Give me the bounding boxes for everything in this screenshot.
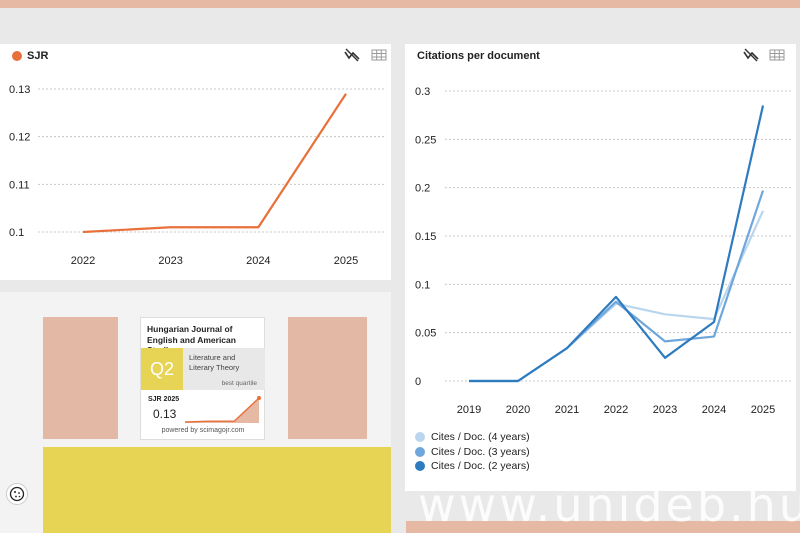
citations-ytick-label: 0.15 (415, 231, 436, 243)
citations-xtick-label: 2019 (457, 404, 481, 416)
sjr-chart-card: SJR 0.1 0.11 0.12 0.13 2022 2023 2024 2025 (0, 44, 391, 280)
top-decor-strip (0, 0, 800, 8)
citations-ytick-label: 0.05 (415, 328, 436, 340)
legend-label-2y: Cites / Doc. (2 years) (431, 460, 530, 473)
table-icon[interactable] (371, 48, 387, 62)
sparkline-area (185, 398, 259, 423)
citations-xtick-label: 2024 (702, 404, 726, 416)
legend-item-3y[interactable]: Cites / Doc. (3 years) (415, 445, 530, 460)
sjr-xtick-label: 2025 (334, 255, 358, 267)
decor-block-left (43, 317, 118, 439)
citations-title-text: Citations per document (417, 50, 540, 62)
sparkline-line (184, 397, 260, 423)
widget-sjr-value: 0.13 (153, 407, 177, 421)
chart-toggle-icon[interactable] (743, 48, 759, 62)
scimago-widget[interactable]: Hungarian Journal of English and America… (140, 317, 265, 440)
citations-xtick-label: 2022 (604, 404, 628, 416)
widget-quartile: Q2 (141, 348, 183, 390)
sjr-ytick-label: 0.13 (9, 84, 30, 96)
decor-block-right (288, 317, 367, 439)
sjr-title-text: SJR (27, 50, 49, 62)
widget-powered-by: powered by scimagojr.com (161, 427, 245, 434)
sjr-xtick-label: 2022 (71, 255, 95, 267)
watermark-text: www.unideb.hu (418, 478, 800, 532)
decor-block-yellow (43, 447, 391, 533)
legend-dot-2y (415, 461, 425, 472)
citations-ytick-label: 0 (415, 376, 421, 388)
citations-xtick-label: 2025 (751, 404, 775, 416)
sjr-ytick-label: 0.1 (9, 227, 24, 239)
legend-item-4y[interactable]: Cites / Doc. (4 years) (415, 430, 530, 445)
chart-toggle-icon[interactable] (344, 48, 360, 62)
citations-xtick-label: 2021 (555, 404, 579, 416)
citations-chart-title: Citations per document (417, 50, 540, 62)
citations-ytick-label: 0.25 (415, 134, 436, 146)
legend-label-3y: Cites / Doc. (3 years) (431, 445, 530, 458)
legend-item-2y[interactable]: Cites / Doc. (2 years) (415, 459, 530, 474)
citations-ytick-label: 0.1 (415, 279, 430, 291)
sjr-legend-dot (12, 51, 22, 61)
widget-category-box: Literature and Literary Theory best quar… (183, 348, 265, 390)
sjr-series-line-0 (82, 93, 347, 234)
sjr-ytick-label: 0.12 (9, 132, 30, 144)
citations-chart-card: Citations per document 0 0.05 0.1 0.15 0.2 0.… (405, 44, 796, 491)
legend-label-4y: Cites / Doc. (4 years) (431, 431, 530, 444)
citations-series-line-2 (469, 105, 765, 383)
sjr-chart-title: SJR (12, 50, 48, 62)
bottom-decor-strip (406, 521, 800, 533)
citations-plot: 0 0.05 0.1 0.15 0.2 0.25 0.3 2019 2020 2021 2022 20… (415, 86, 791, 416)
citations-xtick-label: 2020 (506, 404, 530, 416)
citations-ytick-label: 0.3 (415, 86, 430, 98)
table-icon[interactable] (769, 48, 785, 62)
cookie-settings-button[interactable] (6, 483, 28, 505)
sjr-xtick-label: 2023 (158, 255, 182, 267)
citations-ytick-label: 0.2 (415, 183, 430, 195)
citations-xtick-label: 2023 (653, 404, 677, 416)
widget-sparkline (184, 396, 261, 423)
widget-category: Literature and Literary Theory (189, 353, 240, 372)
cookie-icon (9, 486, 25, 502)
sjr-ytick-label: 0.11 (9, 179, 30, 191)
widget-sjr-label: SJR 2025 (148, 396, 180, 403)
sjr-xtick-label: 2024 (246, 255, 270, 267)
sjr-plot: 0.1 0.11 0.12 0.13 2022 2023 2024 2025 (9, 84, 386, 267)
scimago-widget-area: Hungarian Journal of English and America… (0, 292, 391, 533)
legend-dot-3y (415, 446, 425, 457)
widget-best-quartile: best quartile (221, 380, 257, 387)
citations-legend: Cites / Doc. (4 years) Cites / Doc. (3 y… (415, 430, 530, 474)
citations-series-line-1 (469, 190, 765, 383)
legend-dot-4y (415, 432, 425, 443)
sparkline-end-point (257, 396, 261, 400)
